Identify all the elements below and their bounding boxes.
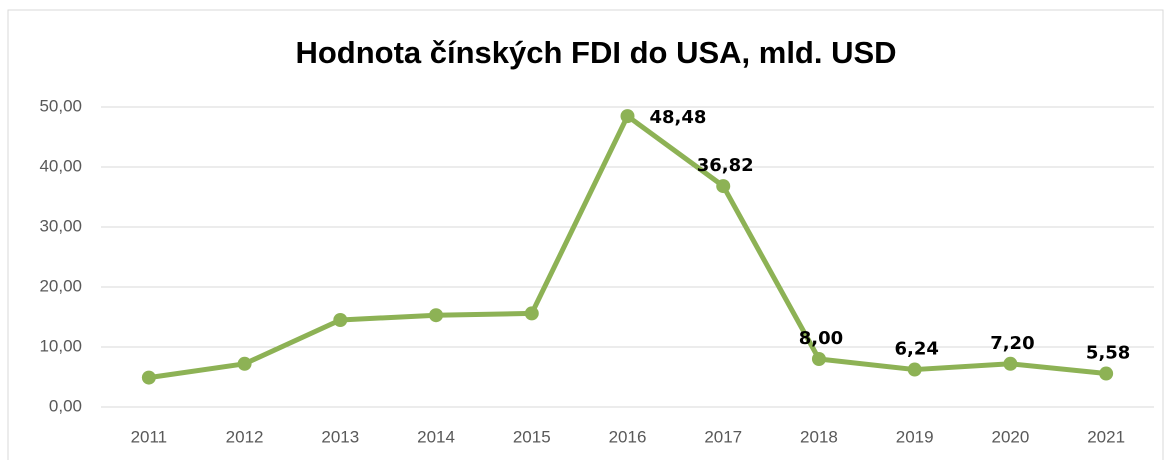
y-tick-label: 50,00 bbox=[39, 96, 82, 115]
x-tick-label: 2018 bbox=[800, 427, 838, 446]
x-tick-label: 2014 bbox=[417, 427, 455, 446]
chart-frame bbox=[7, 9, 1164, 460]
x-tick-label: 2020 bbox=[991, 427, 1029, 446]
data-label: 7,20 bbox=[990, 333, 1034, 354]
marker bbox=[1099, 366, 1114, 381]
marker bbox=[333, 313, 348, 327]
x-tick-label: 2011 bbox=[131, 427, 168, 446]
x-tick-label: 2016 bbox=[609, 427, 647, 446]
y-tick-label: 20,00 bbox=[39, 276, 82, 295]
marker bbox=[620, 109, 635, 124]
data-label: 8,00 bbox=[799, 328, 843, 349]
x-tick-label: 2013 bbox=[321, 427, 359, 446]
marker bbox=[1003, 356, 1018, 371]
y-tick-label: 10,00 bbox=[39, 336, 82, 355]
data-label: 6,24 bbox=[894, 339, 938, 360]
data-label: 48,48 bbox=[650, 107, 707, 128]
y-tick-label: 0,00 bbox=[49, 396, 82, 415]
marker bbox=[141, 370, 156, 385]
y-tick-label: 30,00 bbox=[39, 216, 82, 235]
marker bbox=[524, 306, 539, 321]
x-tick-label: 2012 bbox=[226, 427, 264, 446]
marker bbox=[429, 308, 444, 323]
data-label: 5,58 bbox=[1086, 343, 1130, 364]
line bbox=[148, 113, 1107, 381]
x-tick-label: 2021 bbox=[1087, 427, 1125, 446]
marker bbox=[811, 352, 826, 366]
x-tick-label: 2019 bbox=[896, 427, 934, 446]
x-tick-label: 2017 bbox=[704, 427, 742, 446]
x-tick-label: 2015 bbox=[513, 427, 551, 446]
y-tick-label: 40,00 bbox=[39, 156, 82, 175]
chart-title: Hodnota čínských FDI do USA, mld. USD bbox=[295, 35, 896, 70]
marker bbox=[716, 179, 731, 194]
marker bbox=[907, 362, 922, 377]
data-label: 36,82 bbox=[697, 155, 754, 176]
marker bbox=[237, 356, 252, 371]
